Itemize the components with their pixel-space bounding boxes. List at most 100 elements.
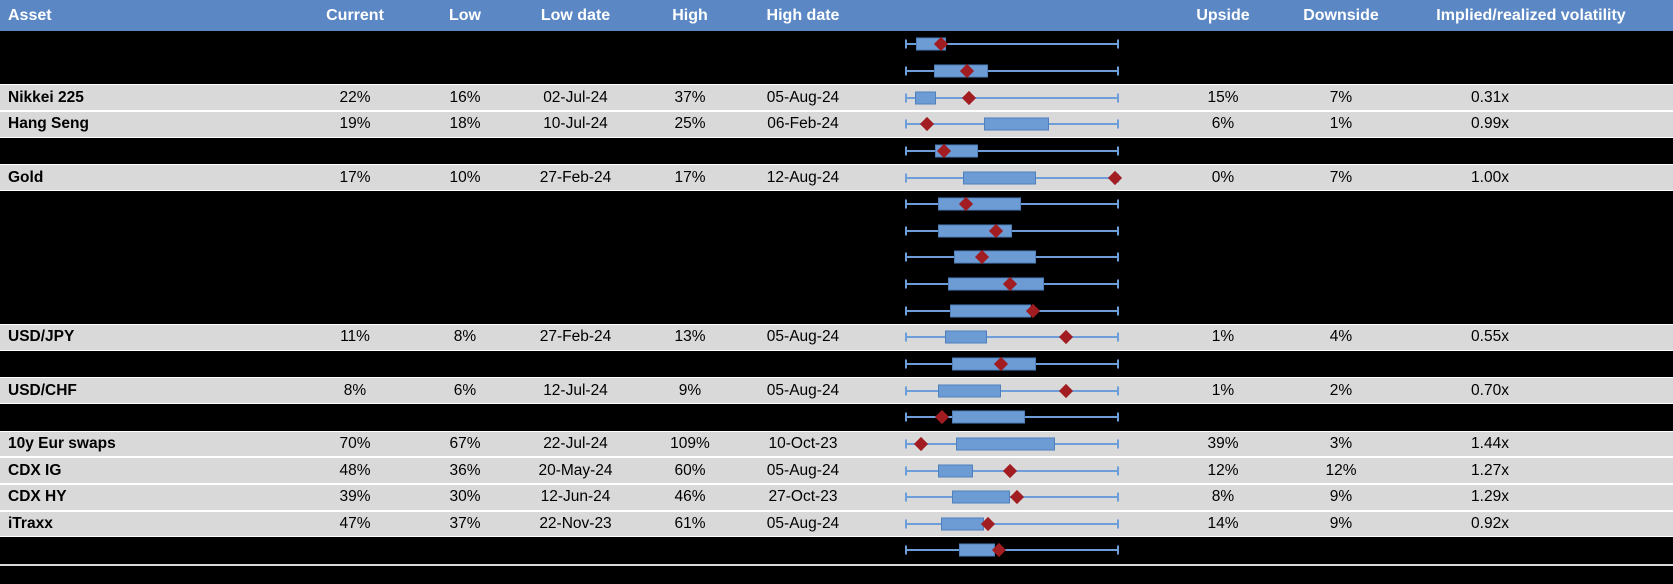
asset-cell [8, 297, 293, 324]
whisker-cap-left [905, 93, 907, 103]
downside-cell: 1% [1329, 115, 1353, 133]
whisker-cap-left [905, 466, 907, 476]
table-row [0, 244, 1673, 271]
range-boxplot [905, 138, 1119, 165]
high-cell: 61% [674, 514, 706, 532]
upside-cell: 14% [1207, 514, 1239, 532]
asset-cell [8, 244, 293, 271]
high-date-cell: 12-Aug-24 [766, 168, 840, 186]
upside-cell: 8% [1211, 488, 1235, 506]
high-date-cell [728, 244, 878, 271]
range-boxplot [905, 297, 1119, 324]
range-boxplot [905, 244, 1119, 271]
whisker-cap-left [905, 39, 907, 49]
low-cell: 30% [449, 488, 481, 506]
upside-cell [1163, 58, 1283, 85]
header-high: High [672, 6, 708, 24]
table-row: CDX HY 39% 30% 12-Jun-24 46% 27-Oct-23 8… [0, 483, 1673, 511]
current-cell: 17% [339, 168, 371, 186]
interquartile-box [947, 277, 1045, 291]
table-row [0, 297, 1673, 325]
downside-cell: 7% [1329, 168, 1353, 186]
downside-cell [1281, 537, 1401, 564]
interquartile-box [938, 384, 1002, 398]
whisker-cap-right [1117, 306, 1119, 316]
asset-cell: Gold [8, 168, 44, 186]
current-cell [295, 191, 415, 218]
table-row [0, 31, 1673, 58]
high-date-cell [728, 404, 878, 431]
table-row: USD/JPY 11% 8% 27-Feb-24 13% 05-Aug-24 1… [0, 324, 1673, 351]
interquartile-box [938, 197, 1021, 211]
high-date-cell [728, 58, 878, 85]
interquartile-box [952, 357, 1036, 371]
high-cell: 13% [674, 328, 706, 346]
whisker-line [905, 336, 1119, 339]
low-cell: 18% [449, 115, 481, 133]
upside-cell [1163, 244, 1283, 271]
low-cell: 10% [449, 168, 481, 186]
current-marker-diamond [920, 117, 935, 132]
implied-vol-cell: 0.31x [1471, 88, 1509, 106]
low-date-cell: 12-Jul-24 [543, 381, 608, 399]
current-cell: 47% [339, 514, 371, 532]
whisker-cap-left [905, 306, 907, 316]
current-marker-diamond [935, 410, 950, 425]
high-date-cell: 27-Oct-23 [768, 488, 838, 506]
current-cell [295, 271, 415, 298]
low-date-cell: 22-Nov-23 [539, 514, 612, 532]
whisker-cap-right [1117, 359, 1119, 369]
table-row: Nikkei 225 22% 16% 02-Jul-24 37% 05-Aug-… [0, 84, 1673, 111]
current-marker-diamond [913, 436, 929, 451]
range-boxplot [905, 537, 1119, 564]
low-date-cell [503, 404, 648, 431]
asset-cell [8, 404, 293, 431]
whisker-line [905, 389, 1119, 392]
upside-cell: 1% [1211, 381, 1235, 399]
implied-vol-cell: 1.29x [1471, 488, 1509, 506]
high-date-cell [728, 31, 878, 58]
low-date-cell [503, 191, 648, 218]
high-date-cell: 05-Aug-24 [766, 514, 840, 532]
whisker-cap-left [905, 199, 907, 209]
low-date-cell [503, 138, 648, 165]
asset-cell [8, 271, 293, 298]
current-marker-diamond [1058, 330, 1073, 345]
implied-vol-cell: 1.27x [1471, 461, 1509, 479]
whisker-cap-right [1117, 199, 1119, 209]
range-boxplot [905, 404, 1119, 431]
implied-vol-cell [1395, 537, 1585, 564]
low-date-cell [503, 217, 648, 244]
asset-cell: iTraxx [8, 514, 53, 532]
implied-vol-cell: 0.92x [1471, 514, 1509, 532]
whisker-cap-left [905, 226, 907, 236]
whisker-cap-left [905, 359, 907, 369]
implied-vol-cell [1395, 271, 1585, 298]
table-row [0, 137, 1673, 165]
whisker-cap-right [1117, 66, 1119, 76]
interquartile-box [938, 464, 974, 478]
range-boxplot [905, 485, 1119, 510]
interquartile-box [944, 330, 988, 344]
high-cell: 60% [674, 461, 706, 479]
range-boxplot [905, 165, 1122, 190]
downside-cell [1281, 31, 1401, 58]
high-cell: 9% [678, 381, 702, 399]
asset-cell [8, 191, 293, 218]
whisker-line [905, 229, 1119, 232]
high-date-cell [728, 351, 878, 378]
range-boxplot [905, 58, 1119, 85]
range-boxplot [905, 112, 1119, 137]
implied-vol-cell [1395, 297, 1585, 324]
upside-cell [1163, 138, 1283, 165]
current-cell: 11% [340, 328, 370, 346]
interquartile-box [984, 117, 1050, 131]
current-cell [295, 217, 415, 244]
range-boxplot [905, 432, 1119, 457]
whisker-cap-right [1117, 146, 1119, 156]
whisker-cap-right [1117, 279, 1119, 289]
low-date-cell: 27-Feb-24 [539, 328, 612, 346]
low-cell: 8% [453, 328, 477, 346]
implied-vol-cell: 0.70x [1471, 381, 1509, 399]
